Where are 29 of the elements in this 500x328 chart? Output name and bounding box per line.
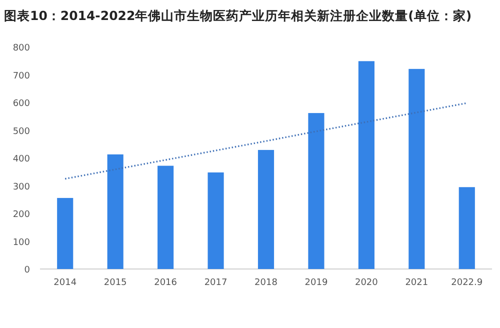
- y-tick-label: 100: [12, 238, 30, 248]
- y-tick-label: 300: [12, 182, 30, 192]
- x-tick-label: 2014: [54, 278, 77, 288]
- bar: [408, 68, 425, 269]
- bar: [258, 150, 274, 269]
- x-tick-label: 2018: [254, 278, 278, 288]
- y-tick-label: 600: [12, 99, 30, 109]
- bar: [308, 113, 324, 269]
- y-tick-label: 200: [12, 210, 30, 220]
- bar: [458, 187, 475, 269]
- y-tick-label: 500: [12, 126, 30, 137]
- bar: [358, 61, 374, 269]
- y-tick-label: 0: [24, 266, 30, 276]
- x-tick-label: 2017: [204, 278, 228, 288]
- bar: [158, 166, 174, 269]
- y-tick-label: 400: [12, 154, 30, 164]
- bar: [208, 172, 224, 269]
- y-tick-label: 800: [12, 44, 30, 54]
- x-tick-label: 2020: [354, 278, 378, 288]
- chart-title: 图表10：2014-2022年佛山市生物医药产业历年相关新注册企业数量(单位：家): [4, 8, 472, 23]
- bar: [107, 154, 124, 269]
- x-tick-label: 2021: [405, 278, 428, 288]
- x-tick-label: 2015: [104, 278, 127, 288]
- x-tick-label: 2019: [304, 278, 328, 288]
- line-series: [64, 102, 468, 180]
- y-tick-label: 700: [12, 71, 30, 82]
- x-tick-label: 2016: [154, 278, 178, 288]
- bar: [57, 198, 74, 269]
- x-tick-label: 2022.9: [451, 278, 483, 288]
